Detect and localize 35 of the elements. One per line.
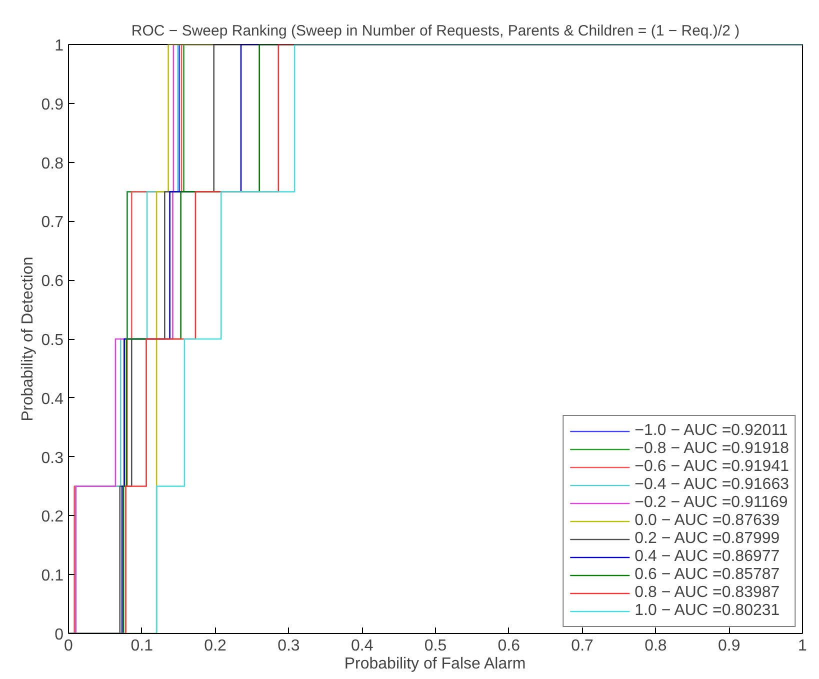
x-tick-label: 0.8	[644, 638, 667, 654]
x-tick-label: 0.2	[204, 638, 227, 654]
y-tick-label: 0.4	[41, 390, 64, 408]
x-tick-label: 0.9	[718, 638, 740, 654]
y-tick-label: 0.1	[41, 568, 64, 585]
y-tick-label: 0.5	[41, 332, 64, 349]
legend-label: 0.6 − AUC =0.85787	[634, 566, 780, 584]
y-tick-label: 0	[54, 626, 64, 644]
legend-label: −0.8 − AUC =0.91918	[634, 440, 789, 458]
legend-label: 0.2 − AUC =0.87999	[634, 530, 780, 548]
y-tick-label: 0.2	[41, 508, 64, 526]
y-tick-label: 0.7	[41, 214, 64, 232]
chart-title: ROC − Sweep Ranking (Sweep in Number of Requests, Parents & Children = (1 − Req.)/2 )	[131, 22, 740, 40]
y-tick-label: 0.6	[41, 273, 64, 290]
legend-label: 1.0 − AUC =0.80231	[634, 602, 780, 620]
y-tick-label: 0.8	[41, 155, 64, 172]
legend-label: 0.0 − AUC =0.87639	[634, 512, 780, 530]
x-tick-label: 0.3	[278, 638, 300, 654]
y-axis-title: Probability of Detection	[19, 256, 36, 422]
legend-label: −0.6 − AUC =0.91941	[634, 458, 789, 476]
x-tick-label: 1	[798, 638, 808, 654]
legend-label: −0.2 − AUC =0.91169	[634, 494, 788, 512]
x-tick-label: 0.1	[130, 638, 154, 654]
x-tick-label: 0.4	[350, 638, 374, 654]
legend-label: 0.4 − AUC =0.86977	[634, 548, 780, 566]
x-axis-title: Probability of False Alarm	[344, 656, 526, 672]
y-tick-label: 1	[54, 38, 64, 54]
x-tick-label: 0.6	[498, 638, 520, 654]
x-tick-label: 0.5	[424, 638, 447, 654]
x-tick-label: 0.7	[571, 638, 594, 654]
y-tick-label: 0.3	[41, 450, 64, 467]
legend-label: −0.4 − AUC =0.91663	[634, 476, 789, 494]
legend-label: −1.0 − AUC =0.92011	[634, 422, 788, 440]
legend-label: 0.8 − AUC =0.83987	[634, 584, 780, 602]
y-tick-label: 0.9	[41, 96, 64, 114]
